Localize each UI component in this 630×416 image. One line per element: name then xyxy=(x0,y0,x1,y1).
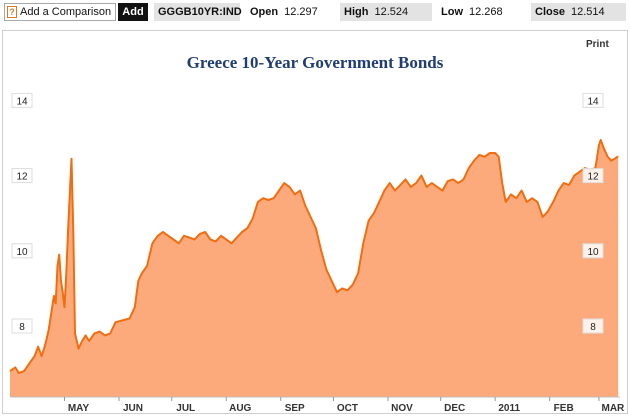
x-tick-label: MAY xyxy=(68,403,90,414)
toolbar: ? Add a Comparison Add GGGB10YR:IND Open… xyxy=(0,0,630,25)
y-tick-label: 14 xyxy=(16,96,28,107)
y-tick-label: 14 xyxy=(587,96,599,107)
high-value: 12.524 xyxy=(374,6,409,18)
symbol-label: GGGB10YR:IND xyxy=(154,3,242,21)
high-stat: High 12.524 xyxy=(340,3,432,21)
add-comparison-button[interactable]: ? Add a Comparison xyxy=(4,3,116,21)
y-tick-left: 14 xyxy=(11,92,33,108)
chart-title: Greece 10-Year Government Bonds xyxy=(186,53,444,72)
close-value: 12.514 xyxy=(570,6,605,18)
help-icon[interactable]: ? xyxy=(7,6,17,18)
x-tick-label: NOV xyxy=(391,403,413,414)
y-tick-right: 14 xyxy=(582,92,604,108)
x-tick-label: FEB xyxy=(554,403,574,414)
x-tick-label: MAR xyxy=(602,403,626,414)
close-label: Close xyxy=(535,6,565,18)
high-label: High xyxy=(344,6,369,18)
y-tick-label: 10 xyxy=(587,247,599,258)
low-label: Low xyxy=(441,6,463,18)
add-comparison-label: Add a Comparison xyxy=(20,6,112,18)
x-tick-label: DEC xyxy=(444,403,465,414)
add-button[interactable]: Add xyxy=(118,3,148,21)
y-tick-label: 8 xyxy=(19,322,25,333)
chart-frame xyxy=(2,30,628,414)
open-value: 12.297 xyxy=(284,6,318,18)
x-tick-label: JUL xyxy=(176,403,195,414)
open-stat: Open 12.297 xyxy=(246,3,334,21)
y-tick-left: 12 xyxy=(11,168,33,184)
x-tick-label: SEP xyxy=(285,403,305,414)
print-link[interactable]: Print xyxy=(586,39,609,50)
x-tick-label: JUN xyxy=(123,403,143,414)
x-tick-label: AUG xyxy=(229,403,251,414)
y-tick-label: 12 xyxy=(16,172,28,183)
y-tick-label: 12 xyxy=(587,172,599,183)
close-stat: Close 12.514 xyxy=(531,3,626,21)
low-value: 12.268 xyxy=(469,6,503,18)
series-line xyxy=(9,138,619,374)
y-tick-left: 10 xyxy=(11,243,33,259)
low-stat: Low 12.268 xyxy=(437,3,525,21)
y-tick-right: 8 xyxy=(582,318,604,334)
y-tick-left: 8 xyxy=(11,318,33,334)
y-tick-right: 10 xyxy=(582,243,604,259)
y-tick-right: 12 xyxy=(582,168,604,184)
y-tick-label: 10 xyxy=(16,247,28,258)
x-tick-label: 2011 xyxy=(498,403,520,414)
open-label: Open xyxy=(250,6,279,18)
x-tick-label: OCT xyxy=(337,403,358,414)
y-tick-label: 8 xyxy=(590,322,596,333)
series-area xyxy=(10,139,619,397)
